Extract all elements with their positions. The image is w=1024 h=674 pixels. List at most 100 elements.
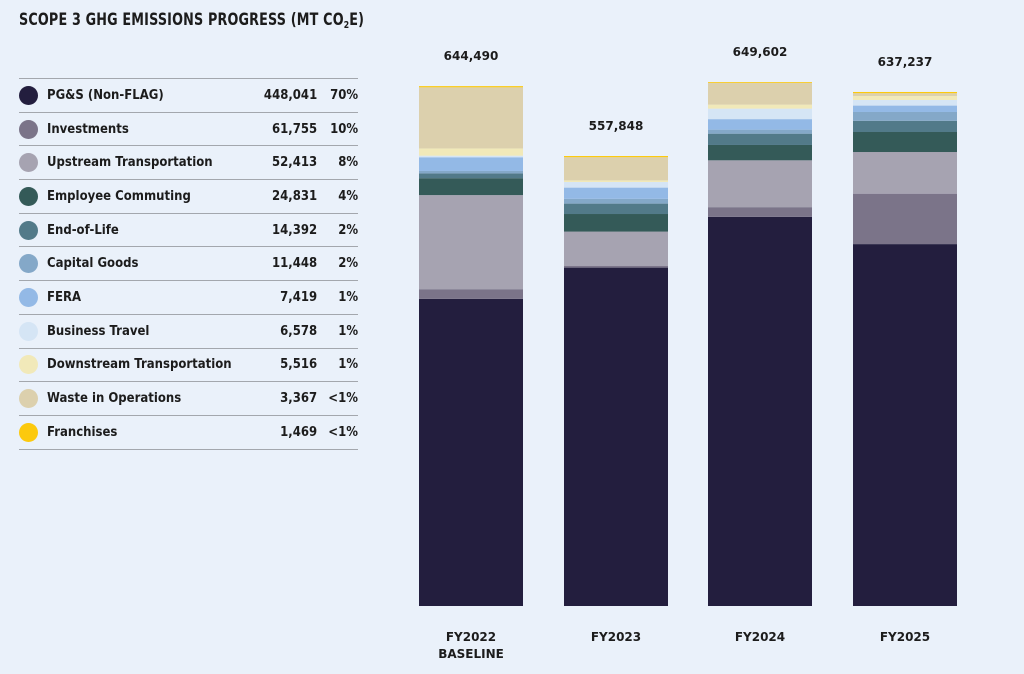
legend-swatch-icon [19, 321, 38, 341]
bar-segment [853, 93, 957, 96]
bar-segment [853, 193, 957, 245]
legend-value: 5,516 [279, 357, 317, 373]
bar-segment [708, 82, 812, 105]
bar-segment [564, 266, 668, 268]
bar-segment [419, 155, 523, 158]
legend-label: Business Travel [47, 323, 150, 339]
bar-segment [564, 203, 668, 215]
bar-segment [708, 82, 812, 83]
legend-label: Waste in Operations [47, 391, 182, 407]
legend-label: Investments [47, 121, 129, 137]
legend-value: 11,448 [271, 256, 317, 272]
legend-value: 7,419 [279, 289, 317, 305]
bar-segment [708, 133, 812, 145]
bar-segment [853, 91, 957, 94]
legend-value: 448,041 [263, 87, 317, 103]
legend-label: Capital Goods [47, 256, 139, 272]
x-axis-tick-label: FY2022 [446, 630, 496, 644]
legend-row: Waste in Operations 3,367 <1% [19, 382, 358, 416]
legend-row: Business Travel 6,578 1% [19, 315, 358, 349]
legend-percent: 4% [338, 188, 358, 204]
legend-percent: 8% [338, 155, 358, 171]
title-subscript: 2 [343, 20, 350, 31]
bar-segment [419, 157, 523, 171]
bar-segment [564, 180, 668, 183]
legend-label: PG&S (Non-FLAG) [47, 87, 164, 103]
bar-segment [564, 182, 668, 188]
bar-segment [853, 111, 957, 121]
bar-group [564, 156, 668, 606]
legend-swatch-icon [19, 153, 38, 173]
bar-segment [853, 95, 957, 100]
bar-segment [419, 87, 523, 149]
legend-value: 52,413 [271, 155, 317, 171]
legend-swatch-icon [19, 422, 38, 442]
bar-segment [853, 105, 957, 112]
bar-segment [419, 86, 523, 88]
legend-value: 1,469 [279, 424, 317, 440]
bar-segment [419, 170, 523, 174]
legend-percent: 1% [338, 357, 358, 373]
legend-row: Capital Goods 11,448 2% [19, 247, 358, 282]
bar-segment [419, 178, 523, 196]
legend-table: PG&S (Non-FLAG) 448,041 70% Investments 61,7… [19, 78, 358, 450]
chart-title: SCOPE 3 GHG EMISSIONS PROGRESS (MT CO2E) [19, 10, 364, 31]
legend-value: 14,392 [271, 222, 317, 238]
title-suffix: E) [349, 10, 365, 29]
legend-label: End-of-Life [47, 222, 119, 238]
bar-segment [419, 173, 523, 179]
bar-segment [708, 119, 812, 130]
bar-segment [564, 187, 668, 199]
bar-segment [419, 195, 523, 290]
legend-swatch-icon [19, 287, 38, 307]
bar-group [708, 82, 812, 606]
bar-segment [708, 104, 812, 109]
x-axis-tick-label: FY2023 [591, 630, 641, 644]
legend-row: Investments 61,755 10% [19, 113, 358, 147]
bar-total-label: 557,848 [589, 119, 644, 133]
legend-percent: 10% [329, 121, 358, 137]
bar-segment [853, 132, 957, 153]
bar-segment [708, 216, 812, 606]
legend-swatch-icon [19, 254, 38, 274]
legend-percent: 1% [338, 289, 358, 305]
legend-row: Franchises 1,469 <1% [19, 416, 358, 450]
bar-total-label: 644,490 [444, 49, 499, 63]
legend-row: Downstream Transportation 5,516 1% [19, 349, 358, 383]
bar-segment [853, 120, 957, 133]
bar-segment [419, 289, 523, 299]
bar-segment [853, 152, 957, 194]
legend-label: Employee Commuting [47, 188, 191, 204]
legend-label: Upstream Transportation [47, 155, 213, 171]
legend-swatch-icon [19, 355, 38, 375]
bar-segment [564, 214, 668, 232]
legend-row: Upstream Transportation 52,413 8% [19, 146, 358, 181]
legend-label: Downstream Transportation [47, 357, 232, 373]
legend-row: FERA 7,419 1% [19, 281, 358, 315]
bar-total-label: 637,237 [878, 55, 933, 69]
x-axis-tick-label: BASELINE [438, 647, 504, 661]
legend-value: 61,755 [271, 121, 317, 137]
legend-value: 3,367 [279, 391, 317, 407]
legend-value: 24,831 [271, 188, 317, 204]
bar-segment [564, 267, 668, 606]
legend-swatch-icon [19, 119, 38, 139]
legend-swatch-icon [19, 186, 38, 206]
bar-segment [708, 108, 812, 120]
bar-segment [564, 157, 668, 181]
bar-segment [853, 244, 957, 606]
legend-swatch-icon [19, 85, 38, 105]
bar-segment [564, 156, 668, 158]
legend-percent: <1% [328, 391, 358, 407]
legend-swatch-icon [19, 389, 38, 409]
legend-percent: 1% [338, 323, 358, 339]
legend-row: Employee Commuting 24,831 4% [19, 180, 358, 214]
bar-segment [564, 231, 668, 267]
legend-percent: 2% [338, 256, 358, 272]
bar-segment [708, 207, 812, 217]
legend-percent: <1% [328, 424, 358, 440]
x-axis-tick-label: FY2024 [735, 630, 785, 644]
legend-swatch-icon [19, 220, 38, 240]
bar-segment [708, 144, 812, 161]
